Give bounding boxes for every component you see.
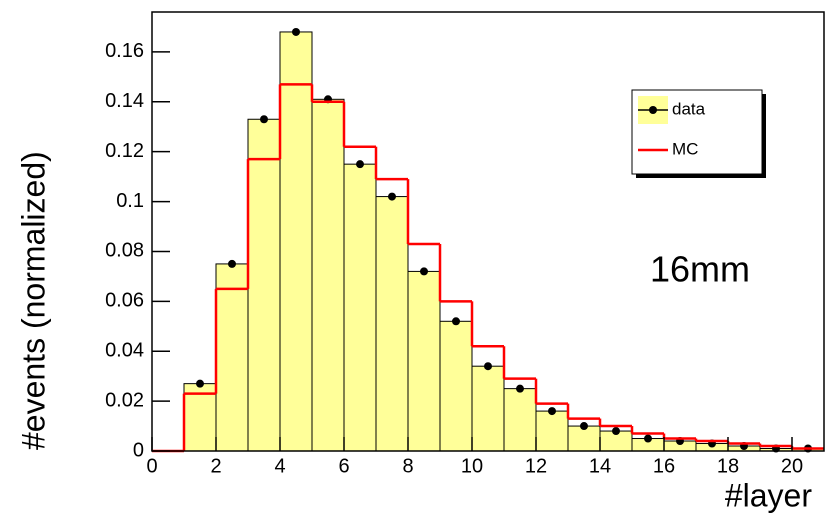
x-tick-label: 20 <box>781 455 803 477</box>
histogram-bar <box>375 196 409 452</box>
data-point <box>484 362 492 371</box>
y-tick-label: 0.16 <box>105 40 144 62</box>
x-tick-label: 6 <box>338 455 349 477</box>
histogram-bar <box>439 320 473 452</box>
x-tick-label: 14 <box>589 455 611 477</box>
data-point <box>612 427 620 436</box>
y-axis-title: #events (normalized) <box>15 151 51 450</box>
legend-label: data <box>672 99 706 118</box>
histogram-bar <box>215 263 249 452</box>
y-tick-label: 0.04 <box>105 340 144 362</box>
x-tick-label: 0 <box>146 455 157 477</box>
data-point <box>388 192 396 201</box>
histogram-bar <box>503 388 537 452</box>
histogram-bar <box>311 98 345 452</box>
x-tick-label: 2 <box>210 455 221 477</box>
histogram-bar <box>535 410 569 452</box>
data-point <box>356 160 364 169</box>
data-point <box>260 115 268 124</box>
x-tick-label: 4 <box>274 455 285 477</box>
histogram-bar <box>247 118 281 452</box>
data-point <box>644 434 652 443</box>
histogram-bar <box>279 31 313 452</box>
x-tick-label: 10 <box>461 455 483 477</box>
histogram-bar <box>407 270 441 452</box>
histogram-bar <box>343 163 377 452</box>
x-tick-label: 12 <box>525 455 547 477</box>
y-tick-label: 0.08 <box>105 240 144 262</box>
legend-label: MC <box>672 139 698 158</box>
y-tick-label: 0.1 <box>116 190 144 212</box>
plot-frame <box>151 11 825 452</box>
annotation: 16mm <box>650 249 750 290</box>
legend-marker <box>649 106 657 114</box>
data-point <box>228 259 236 268</box>
x-axis-title: #layer <box>725 477 813 513</box>
y-tick-label: 0.02 <box>105 389 144 411</box>
data-point <box>580 422 588 431</box>
data-point <box>292 27 300 36</box>
y-tick-label: 0.14 <box>105 90 144 112</box>
y-tick-label: 0.12 <box>105 140 144 162</box>
x-tick-label: 16 <box>653 455 675 477</box>
data-point <box>548 407 556 416</box>
data-point <box>420 267 428 276</box>
histogram-bar <box>471 365 505 452</box>
data-point <box>452 317 460 326</box>
y-tick-label: 0 <box>133 439 144 461</box>
data-point <box>516 384 524 393</box>
x-tick-label: 8 <box>402 455 413 477</box>
data-point <box>196 379 204 388</box>
x-tick-label: 18 <box>717 455 739 477</box>
y-tick-label: 0.06 <box>105 290 144 312</box>
